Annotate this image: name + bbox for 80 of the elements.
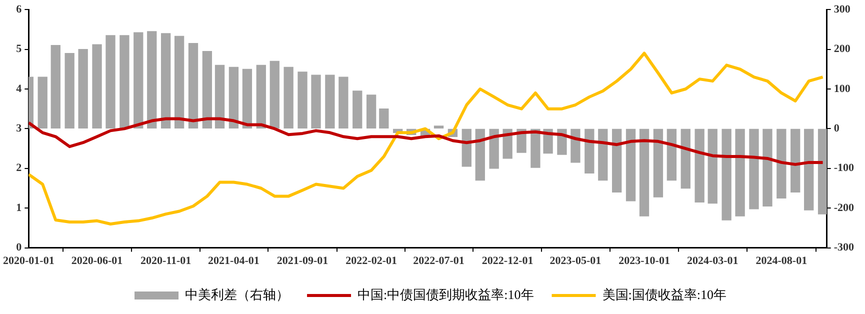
- bar: [708, 128, 718, 204]
- bar: [366, 94, 376, 129]
- bar: [174, 36, 184, 129]
- bar: [626, 128, 636, 202]
- bar: [338, 76, 348, 129]
- bar: [653, 128, 664, 198]
- bar: [298, 72, 308, 129]
- bar: [120, 35, 130, 129]
- x-tick-label: 2020-01-01: [3, 255, 54, 268]
- y2-tick-label: -200: [834, 202, 854, 214]
- y2-tick-label: -300: [834, 242, 854, 254]
- x-tick-label: 2022-12-01: [482, 255, 534, 268]
- bar: [352, 90, 362, 129]
- bar: [612, 128, 622, 193]
- bar: [680, 128, 690, 189]
- bar: [106, 35, 116, 129]
- x-tick-label: 2020-06-01: [71, 255, 123, 268]
- bar: [598, 128, 608, 181]
- bar: [284, 66, 294, 129]
- x-tick-label: 2024-03-01: [686, 255, 738, 268]
- legend-label: 中国:中债国债到期收益率:10年: [358, 286, 534, 302]
- bar: [735, 128, 745, 216]
- bar: [256, 64, 266, 129]
- y-tick-label: 4: [16, 82, 22, 95]
- y2-tick-label: 0: [834, 122, 840, 135]
- y2-tick-label: -100: [834, 162, 854, 174]
- bar: [202, 50, 212, 129]
- bar: [434, 126, 444, 129]
- bar: [639, 128, 650, 216]
- x-tick-label: 2024-08-01: [756, 255, 808, 268]
- x-tick-label: 2022-02-01: [346, 255, 397, 268]
- y-tick-label: 0: [16, 242, 22, 254]
- y-tick-label: 1: [16, 202, 22, 214]
- y-tick-label: 3: [16, 122, 22, 135]
- bar: [694, 128, 704, 202]
- bar: [92, 44, 102, 129]
- bar: [78, 48, 88, 129]
- bar: [379, 108, 389, 129]
- bar: [818, 128, 827, 214]
- y-tick-label: 6: [16, 3, 22, 16]
- legend-label: 美国:国债收益率:10年: [602, 286, 726, 302]
- bar: [325, 74, 335, 129]
- bar: [214, 64, 225, 129]
- x-tick-label: 2021-04-01: [208, 255, 260, 268]
- x-tick-label: 2020-11-01: [140, 255, 192, 268]
- bar: [584, 128, 594, 174]
- bar: [64, 52, 74, 129]
- bar: [147, 31, 157, 129]
- legend-label: 中美利差（右轴）: [185, 286, 290, 302]
- bar: [489, 128, 499, 169]
- y-tick-label: 2: [16, 162, 22, 174]
- bar: [749, 128, 759, 210]
- bar: [38, 76, 48, 129]
- bar: [762, 128, 772, 206]
- x-tick-label: 2023-05-01: [550, 255, 602, 268]
- y2-tick-label: 100: [834, 82, 851, 95]
- bar: [570, 128, 580, 163]
- y-tick-label: 5: [16, 43, 22, 56]
- y2-tick-label: 200: [834, 43, 851, 56]
- bar: [228, 66, 239, 129]
- x-tick-label: 2021-09-01: [276, 255, 328, 268]
- bar: [50, 45, 60, 129]
- bar: [776, 128, 786, 199]
- bar: [242, 68, 252, 129]
- bar: [790, 128, 800, 193]
- bar: [666, 128, 677, 181]
- bar: [502, 128, 512, 159]
- bar: [270, 60, 280, 129]
- bar: [462, 128, 472, 167]
- bar: [804, 128, 814, 210]
- x-tick-label: 2022-07-01: [413, 255, 464, 268]
- bar: [475, 128, 485, 181]
- y2-tick-label: 300: [834, 3, 851, 16]
- x-tick-label: 2023-10-01: [618, 255, 670, 268]
- bar: [160, 33, 171, 129]
- bar: [134, 32, 144, 129]
- bar: [722, 128, 732, 220]
- bar: [311, 74, 321, 129]
- bar: [530, 128, 540, 168]
- bar: [188, 43, 198, 129]
